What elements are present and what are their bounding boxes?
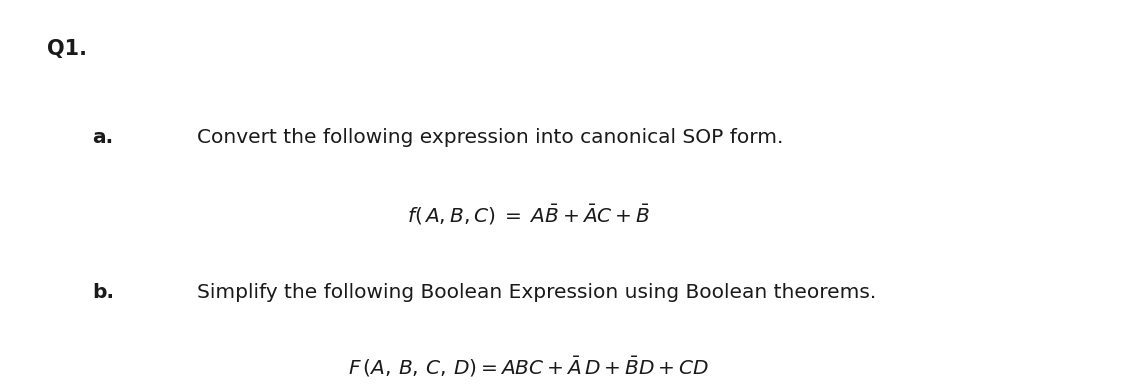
Text: Q1.: Q1. xyxy=(47,38,88,59)
Text: $f(\, A, B, C) \; = \; A\bar{B} + \bar{A}C + \bar{B}$: $f(\, A, B, C) \; = \; A\bar{B} + \bar{A… xyxy=(407,203,650,227)
Text: $F\,(A,\, B,\, C,\, D) = ABC + \bar{A}\,D + \bar{B}D + CD$: $F\,(A,\, B,\, C,\, D) = ABC + \bar{A}\,… xyxy=(348,355,710,379)
Text: b.: b. xyxy=(92,284,115,302)
Text: a.: a. xyxy=(92,128,114,147)
Text: Convert the following expression into canonical SOP form.: Convert the following expression into ca… xyxy=(197,128,783,147)
Text: Simplify the following Boolean Expression using Boolean theorems.: Simplify the following Boolean Expressio… xyxy=(197,284,876,302)
